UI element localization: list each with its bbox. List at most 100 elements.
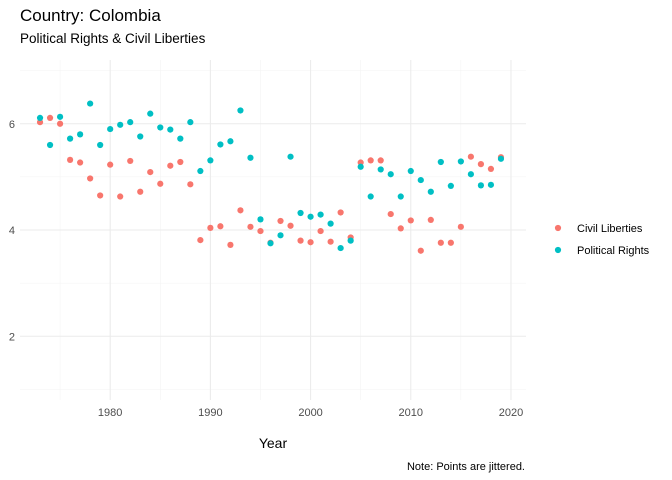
point-political-rights: [347, 237, 354, 244]
y-tick-label: 2: [9, 331, 15, 343]
chart-title: Country: Colombia: [20, 6, 161, 25]
point-political-rights: [187, 119, 194, 126]
point-civil-liberties: [117, 193, 124, 200]
point-political-rights: [377, 166, 384, 173]
point-civil-liberties: [46, 114, 54, 122]
point-political-rights: [337, 244, 344, 252]
point-political-rights: [327, 220, 334, 227]
point-political-rights: [117, 121, 124, 128]
point-civil-liberties: [197, 236, 204, 244]
x-tick-label: 1980: [98, 407, 122, 419]
point-political-rights: [397, 193, 404, 200]
point-civil-liberties: [297, 237, 304, 244]
point-political-rights: [487, 181, 495, 188]
point-civil-liberties: [487, 165, 495, 173]
point-civil-liberties: [367, 157, 374, 164]
point-political-rights: [247, 154, 254, 161]
point-political-rights: [297, 209, 304, 217]
x-axis-ticks: 1980 1990 2000 2010 2020: [98, 407, 523, 419]
point-political-rights: [257, 216, 264, 223]
point-civil-liberties: [377, 157, 384, 164]
point-civil-liberties: [417, 247, 424, 254]
point-civil-liberties: [77, 159, 84, 166]
point-civil-liberties: [397, 225, 404, 232]
point-civil-liberties: [357, 159, 364, 166]
point-civil-liberties: [137, 188, 144, 195]
point-civil-liberties: [457, 223, 464, 230]
point-political-rights: [147, 110, 154, 117]
point-civil-liberties: [327, 238, 334, 245]
y-tick-label: 6: [9, 119, 15, 131]
point-civil-liberties: [167, 162, 174, 169]
point-political-rights: [217, 141, 224, 148]
point-political-rights: [447, 182, 454, 190]
point-political-rights: [277, 232, 284, 239]
point-political-rights: [66, 135, 74, 142]
point-civil-liberties: [127, 157, 134, 165]
point-political-rights: [197, 167, 204, 175]
x-tick-label: 2010: [399, 407, 423, 419]
point-civil-liberties: [177, 158, 184, 166]
point-political-rights: [137, 133, 144, 140]
point-civil-liberties: [217, 223, 224, 230]
point-civil-liberties: [337, 209, 344, 216]
point-civil-liberties: [56, 120, 64, 127]
point-civil-liberties: [227, 241, 234, 248]
point-civil-liberties: [257, 227, 264, 235]
legend: Civil Liberties Political Rights: [554, 223, 650, 257]
point-political-rights: [207, 157, 214, 164]
point-political-rights: [36, 114, 44, 122]
point-civil-liberties: [247, 223, 254, 230]
point-political-rights: [357, 163, 364, 170]
chart-subtitle: Political Rights & Civil Liberties: [20, 31, 206, 46]
point-political-rights: [497, 155, 505, 162]
point-political-rights: [437, 158, 444, 166]
legend-label-civil-liberties: Civil Liberties: [577, 223, 643, 235]
point-political-rights: [267, 240, 274, 247]
point-political-rights: [87, 100, 94, 107]
point-civil-liberties: [87, 175, 94, 182]
point-civil-liberties: [407, 217, 414, 224]
point-civil-liberties: [277, 217, 284, 225]
point-civil-liberties: [387, 210, 394, 218]
point-civil-liberties: [237, 207, 244, 214]
point-political-rights: [367, 193, 374, 200]
point-civil-liberties: [66, 156, 74, 163]
legend-key-civil-liberties: [554, 224, 562, 232]
point-political-rights: [407, 167, 414, 175]
point-political-rights: [287, 153, 294, 160]
point-civil-liberties: [187, 181, 194, 188]
point-political-rights: [237, 107, 244, 114]
point-political-rights: [427, 188, 434, 195]
point-political-rights: [227, 138, 234, 145]
point-civil-liberties: [467, 153, 474, 160]
point-civil-liberties: [307, 239, 314, 246]
point-civil-liberties: [317, 227, 324, 235]
point-civil-liberties: [477, 161, 485, 168]
y-tick-label: 4: [9, 225, 15, 237]
point-civil-liberties: [147, 168, 154, 176]
point-civil-liberties: [437, 239, 444, 246]
x-tick-label: 1990: [198, 407, 222, 419]
point-civil-liberties: [97, 192, 104, 199]
point-political-rights: [457, 158, 464, 165]
point-political-rights: [477, 182, 485, 189]
point-political-rights: [467, 171, 474, 178]
point-political-rights: [307, 213, 314, 220]
point-political-rights: [387, 171, 394, 178]
point-political-rights: [157, 124, 164, 131]
x-axis-label: Year: [259, 435, 288, 451]
point-civil-liberties: [207, 224, 214, 231]
legend-label-political-rights: Political Rights: [577, 245, 650, 257]
point-civil-liberties: [427, 216, 434, 224]
chart-caption: Note: Points are jittered.: [407, 461, 525, 473]
point-civil-liberties: [447, 239, 454, 246]
point-political-rights: [127, 119, 134, 126]
y-axis-ticks: 2 4 6: [9, 119, 15, 344]
x-tick-label: 2020: [499, 407, 523, 419]
point-political-rights: [46, 141, 54, 149]
point-political-rights: [417, 176, 424, 184]
data-points: [36, 100, 505, 254]
point-political-rights: [317, 211, 324, 218]
point-political-rights: [56, 113, 64, 120]
